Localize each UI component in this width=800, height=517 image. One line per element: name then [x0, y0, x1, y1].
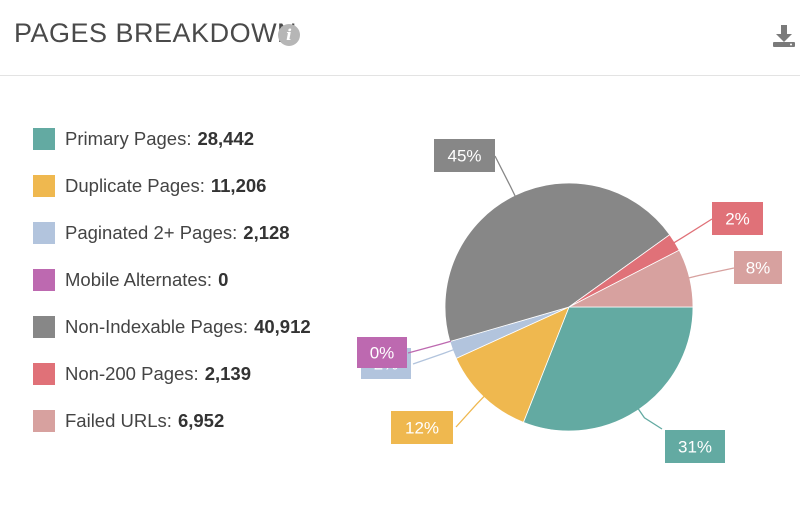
- download-icon[interactable]: [770, 22, 798, 50]
- slice-leader-line: [637, 408, 663, 430]
- legend-label: Mobile Alternates:: [65, 268, 213, 290]
- data-label-text: 45%: [447, 147, 481, 166]
- legend-label: Paginated 2+ Pages:: [65, 221, 238, 243]
- data-label-box: [434, 139, 495, 172]
- data-label: 0%: [357, 337, 407, 368]
- legend-value: 2,128: [243, 221, 290, 243]
- legend-swatch: [33, 362, 55, 385]
- legend-item[interactable]: Failed URLs: 6,952: [33, 397, 311, 444]
- panel-header: PAGES BREAKDOWN i: [0, 0, 800, 76]
- legend-value: 28,442: [197, 127, 255, 149]
- legend-value: 0: [218, 268, 229, 290]
- data-label-text: 8%: [746, 259, 771, 278]
- data-label: 12%: [391, 411, 453, 444]
- data-label-box: [391, 411, 453, 444]
- data-label-text: 31%: [678, 438, 712, 457]
- slice-leader-line: [673, 218, 713, 244]
- data-label-box: [665, 430, 725, 463]
- chart-legend: Primary Pages: 28,442 Duplicate Pages: 1…: [33, 115, 311, 444]
- page-title: PAGES BREAKDOWN: [14, 18, 298, 48]
- legend-label: Non-200 Pages:: [65, 362, 199, 384]
- slice-leader-line: [688, 267, 735, 279]
- legend-value: 6,952: [177, 409, 225, 431]
- legend-value: 40,912: [254, 315, 311, 337]
- data-label-text: 12%: [405, 419, 439, 438]
- slice-leader-line: [407, 340, 451, 354]
- info-icon[interactable]: i: [278, 24, 300, 46]
- legend-swatch: [33, 127, 55, 150]
- legend-swatch: [33, 174, 55, 197]
- data-label: 2%: [712, 202, 763, 235]
- legend-label: Primary Pages:: [65, 127, 192, 149]
- legend-item[interactable]: Mobile Alternates: 0: [33, 256, 311, 303]
- legend-value: 2,139: [204, 362, 251, 384]
- data-label-text: 2%: [725, 210, 750, 229]
- legend-label: Failed URLs:: [65, 409, 172, 431]
- slice-leader-line: [494, 155, 516, 197]
- slice-leader-line: [455, 395, 485, 428]
- legend-item[interactable]: Paginated 2+ Pages: 2,128: [33, 209, 311, 256]
- data-label-text: 0%: [370, 344, 395, 363]
- legend-item[interactable]: Primary Pages: 28,442: [33, 115, 311, 162]
- data-label: 8%: [734, 251, 782, 284]
- data-label-box: [712, 202, 763, 235]
- slice-leader-line: [412, 349, 454, 365]
- legend-swatch: [33, 409, 55, 432]
- legend-item[interactable]: Non-Indexable Pages: 40,912: [33, 303, 311, 350]
- data-label: 45%: [434, 139, 495, 172]
- legend-swatch: [33, 221, 55, 244]
- legend-label: Non-Indexable Pages:: [65, 315, 249, 337]
- legend-swatch: [33, 268, 55, 291]
- data-label-box: [357, 337, 407, 368]
- legend-value: 11,206: [210, 174, 267, 196]
- legend-swatch: [33, 315, 55, 338]
- data-label-box: [734, 251, 782, 284]
- legend-item[interactable]: Non-200 Pages: 2,139: [33, 350, 311, 397]
- data-label: 31%: [665, 430, 725, 463]
- legend-label: Duplicate Pages:: [65, 174, 205, 196]
- legend-item[interactable]: Duplicate Pages: 11,206: [33, 162, 311, 209]
